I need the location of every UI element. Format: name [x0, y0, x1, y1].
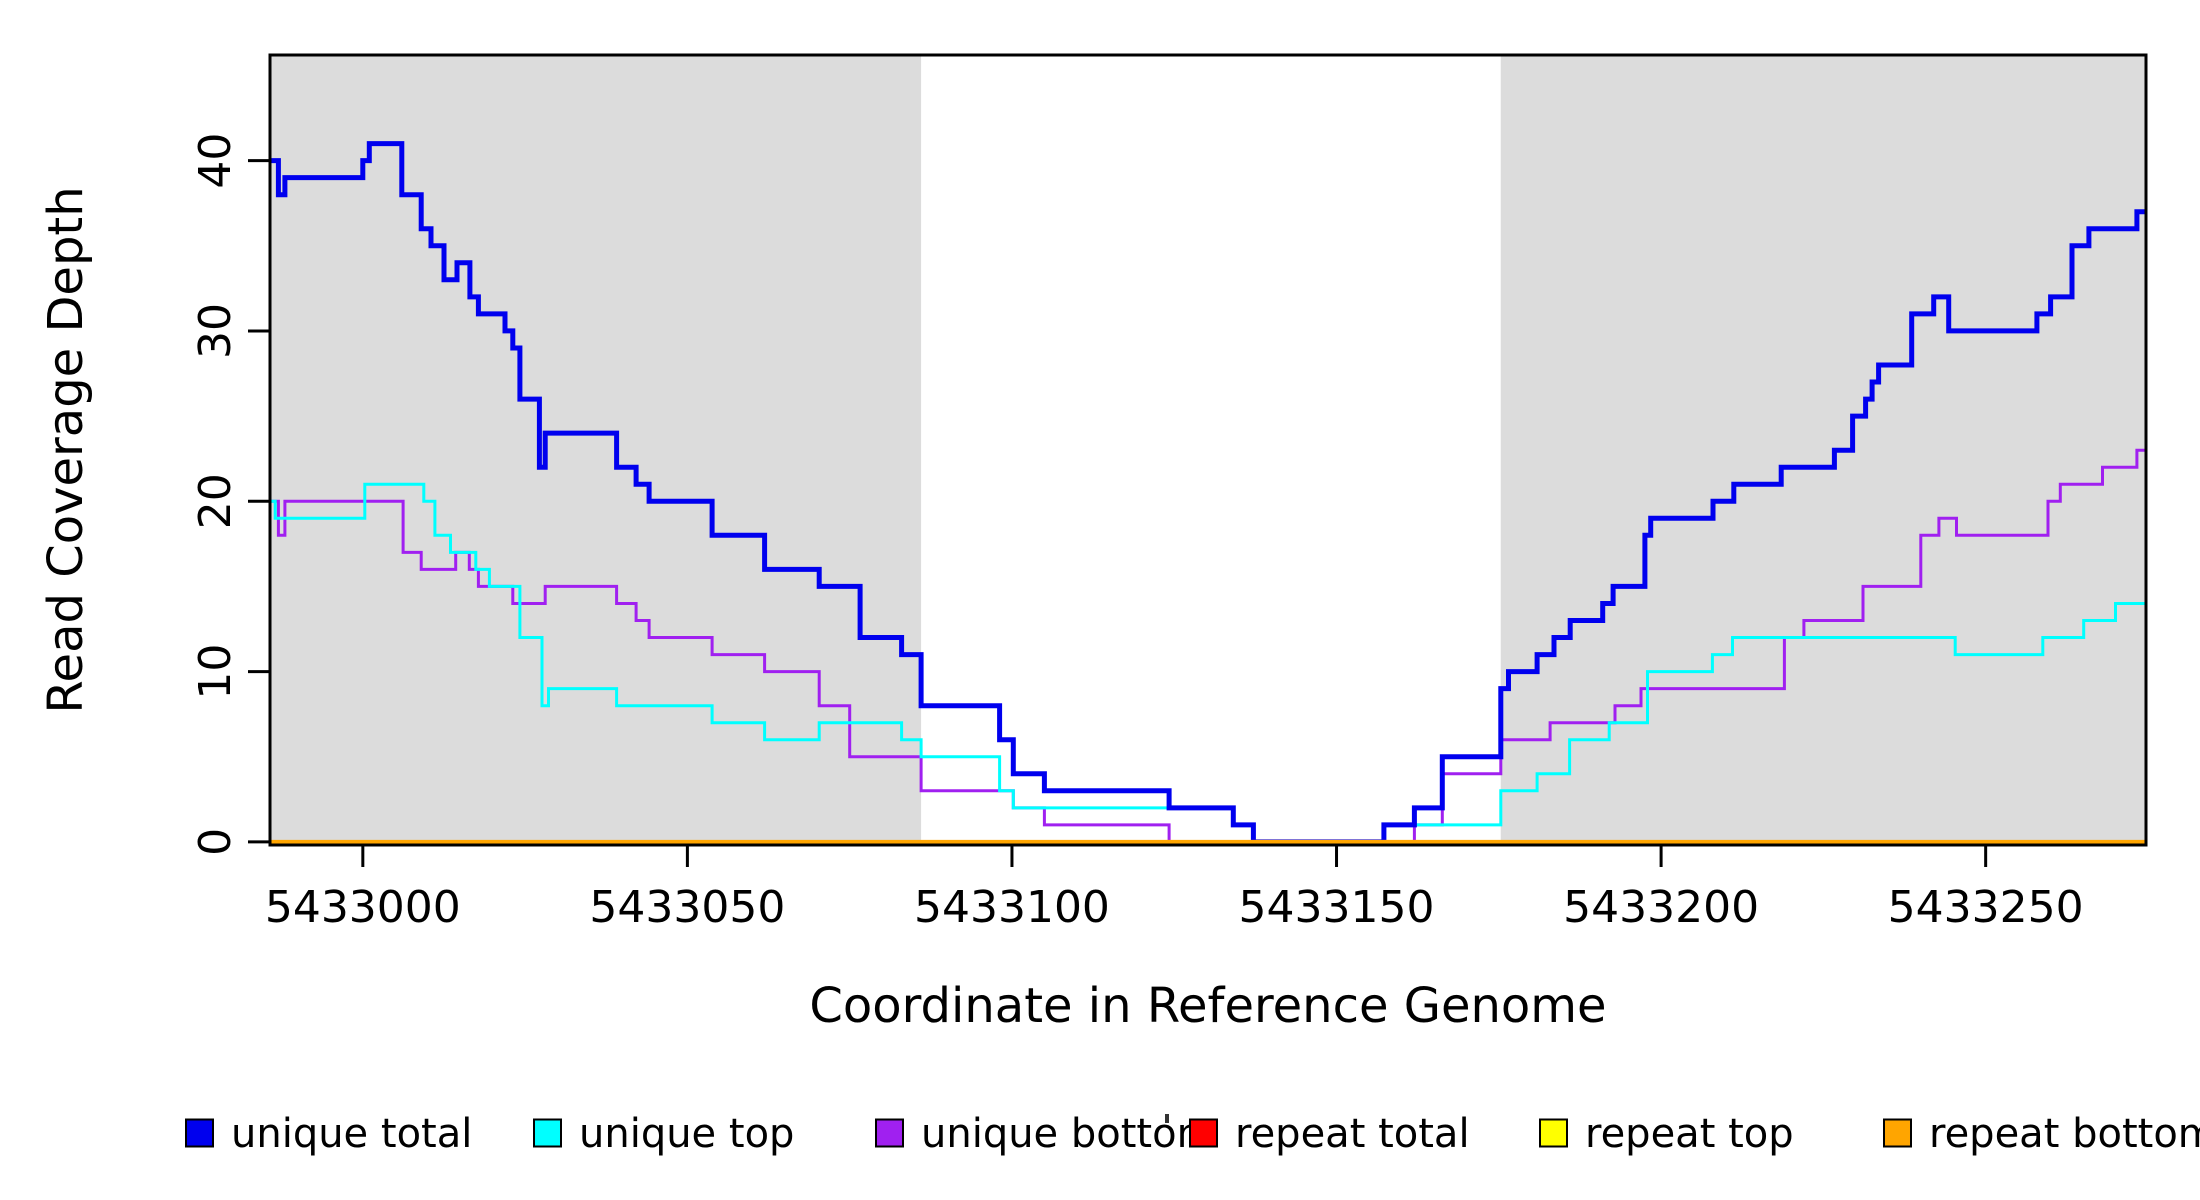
legend-swatch-repeat-bottom — [1883, 1118, 1912, 1148]
legend-label: unique total — [231, 1111, 472, 1157]
y-tick-label: 0 — [190, 828, 241, 856]
legend-label: repeat top — [1585, 1111, 1794, 1157]
legend-label: repeat bottom — [1929, 1111, 2200, 1157]
legend-swatch-unique-top — [533, 1118, 562, 1148]
legend-item-repeat-top: repeat top — [1539, 1111, 1794, 1157]
legend-item-unique-total: unique total — [185, 1111, 472, 1157]
legend-item-repeat-total: repeat total — [1189, 1111, 1470, 1157]
plot-box — [268, 53, 2148, 847]
shaded-region-2 — [1500, 55, 2146, 845]
legend-swatch-repeat-total — [1189, 1118, 1218, 1148]
legend-label: repeat total — [1235, 1111, 1470, 1157]
y-tick-label: 30 — [190, 303, 241, 359]
legend-swatch-unique-total — [185, 1118, 214, 1148]
shaded-region-1 — [270, 55, 922, 845]
x-tick-label: 5433150 — [1239, 882, 1435, 933]
legend-item-repeat-bottom: repeat bottom — [1883, 1111, 2200, 1157]
x-tick-label: 5433000 — [265, 882, 461, 933]
x-tick-label: 5433050 — [589, 882, 785, 933]
legend-item-unique-bottom: unique bottom — [875, 1111, 1216, 1157]
legend-label: unique top — [579, 1111, 794, 1157]
x-axis-title: Coordinate in Reference Genome — [809, 978, 1606, 1034]
y-tick-label: 20 — [190, 473, 241, 529]
y-tick-label: 40 — [190, 133, 241, 189]
x-tick-label: 5433200 — [1563, 882, 1759, 933]
series-unique-top — [270, 482, 2146, 844]
legend-label: unique bottom — [921, 1111, 1216, 1157]
series-unique-total — [270, 141, 2146, 845]
stray-mark — [1165, 1114, 1169, 1123]
y-axis-title: Read Coverage Depth — [38, 186, 94, 713]
x-tick-label: 5433100 — [914, 882, 1110, 933]
legend-swatch-repeat-top — [1539, 1118, 1568, 1148]
y-tick-label: 10 — [190, 644, 241, 700]
x-tick-label: 5433250 — [1888, 882, 2084, 933]
legend-swatch-unique-bottom — [875, 1118, 904, 1148]
legend-item-unique-top: unique top — [533, 1111, 794, 1157]
